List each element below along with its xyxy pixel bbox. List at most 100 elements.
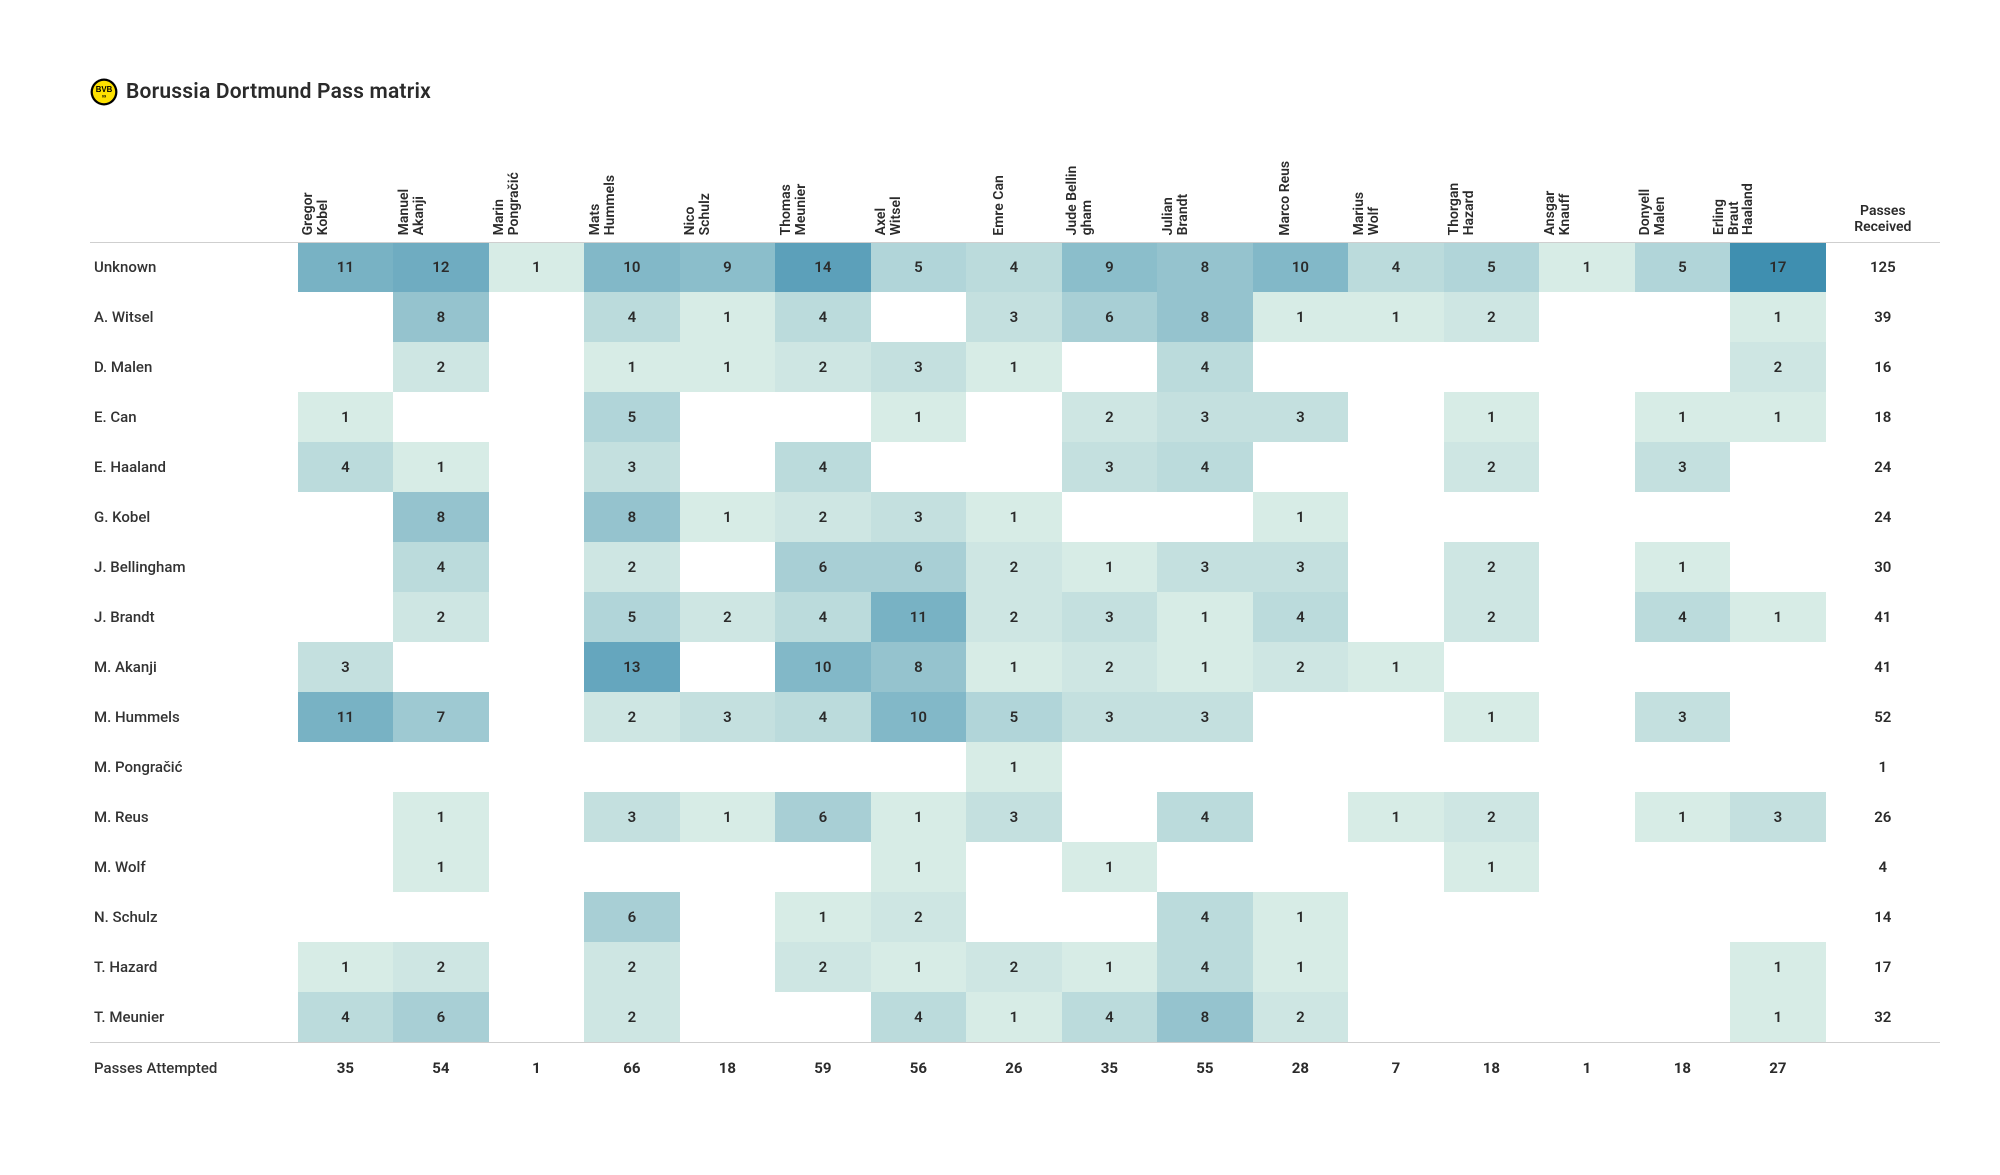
- heatmap-cell: 4: [775, 442, 871, 492]
- heatmap-cell: [489, 592, 585, 642]
- heatmap-cell: 1: [966, 992, 1062, 1042]
- heatmap-cell: [1539, 892, 1635, 942]
- heatmap-cell: 1: [1157, 592, 1253, 642]
- heatmap-cell: [298, 592, 394, 642]
- col-header-label: Gregor Kobel: [301, 136, 330, 236]
- heatmap-cell: [489, 542, 585, 592]
- table-row: N. Schulz6124114: [90, 892, 1940, 942]
- heatmap-cell: 7: [393, 692, 489, 742]
- heatmap-cell: 3: [1635, 692, 1731, 742]
- heatmap-cell: 11: [298, 692, 394, 742]
- heatmap-cell: [393, 392, 489, 442]
- heatmap-cell: [489, 942, 585, 992]
- heatmap-cell: 3: [298, 642, 394, 692]
- heatmap-cell: [1539, 392, 1635, 442]
- heatmap-cell: [1730, 542, 1826, 592]
- heatmap-cell: 1: [1253, 492, 1349, 542]
- heatmap-cell: 4: [1157, 892, 1253, 942]
- heatmap-cell: [298, 492, 394, 542]
- heatmap-cell: 1: [393, 442, 489, 492]
- heatmap-cell: 2: [393, 342, 489, 392]
- heatmap-cell: 8: [871, 642, 967, 692]
- heatmap-cell: 2: [393, 592, 489, 642]
- passes-attempted-value: 56: [871, 1042, 967, 1094]
- heatmap-cell: [489, 292, 585, 342]
- heatmap-cell: [1730, 742, 1826, 792]
- col-header-label: Marin Pongračić: [492, 136, 521, 236]
- passes-attempted-value: 1: [1539, 1042, 1635, 1094]
- heatmap-cell: 2: [1444, 542, 1540, 592]
- heatmap-cell: 4: [1157, 792, 1253, 842]
- heatmap-cell: 1: [298, 392, 394, 442]
- heatmap-cell: 1: [1730, 942, 1826, 992]
- heatmap-cell: 1: [393, 842, 489, 892]
- heatmap-cell: 8: [1157, 992, 1253, 1042]
- heatmap-cell: 6: [1062, 292, 1158, 342]
- passes-attempted-value: 18: [680, 1042, 776, 1094]
- table-row: M. Reus1316134121326: [90, 792, 1940, 842]
- heatmap-cell: 2: [966, 542, 1062, 592]
- col-header-label: Emre Can: [992, 136, 1007, 236]
- row-header: A. Witsel: [90, 292, 298, 342]
- heatmap-cell: [489, 442, 585, 492]
- col-header-label: Ansgar Knauff: [1543, 136, 1572, 236]
- heatmap-cell: 2: [1062, 642, 1158, 692]
- heatmap-cell: [775, 392, 871, 442]
- heatmap-cell: 1: [1444, 842, 1540, 892]
- heatmap-cell: [1539, 592, 1635, 642]
- heatmap-cell: 1: [1253, 942, 1349, 992]
- passes-attempted-value: 7: [1348, 1042, 1444, 1094]
- heatmap-cell: [871, 742, 967, 792]
- heatmap-cell: 1: [680, 342, 776, 392]
- table-row: M. Hummels117234105331352: [90, 692, 1940, 742]
- table-row: T. Hazard122212141117: [90, 942, 1940, 992]
- heatmap-cell: [1348, 592, 1444, 642]
- heatmap-cell: 2: [1253, 642, 1349, 692]
- heatmap-cell: 1: [1730, 392, 1826, 442]
- heatmap-cell: [1253, 442, 1349, 492]
- heatmap-cell: 1: [1730, 292, 1826, 342]
- heatmap-cell: 4: [1635, 592, 1731, 642]
- heatmap-cell: 1: [1539, 242, 1635, 292]
- passes-attempted-label: Passes Attempted: [90, 1042, 298, 1094]
- heatmap-cell: 10: [775, 642, 871, 692]
- col-header: Ansgar Knauff: [1539, 134, 1635, 242]
- heatmap-cell: [298, 742, 394, 792]
- heatmap-cell: 9: [1062, 242, 1158, 292]
- heatmap-cell: [680, 842, 776, 892]
- heatmap-cell: 2: [584, 942, 680, 992]
- heatmap-cell: 4: [1157, 942, 1253, 992]
- heatmap-cell: [489, 992, 585, 1042]
- heatmap-cell: [298, 792, 394, 842]
- heatmap-cell: [680, 892, 776, 942]
- heatmap-cell: 4: [966, 242, 1062, 292]
- passes-received-value: 41: [1826, 592, 1940, 642]
- heatmap-cell: 1: [1348, 642, 1444, 692]
- heatmap-cell: 1: [680, 492, 776, 542]
- heatmap-cell: 2: [871, 892, 967, 942]
- heatmap-cell: [680, 942, 776, 992]
- heatmap-cell: 2: [966, 592, 1062, 642]
- heatmap-cell: 6: [393, 992, 489, 1042]
- heatmap-cell: [1539, 942, 1635, 992]
- svg-text:BVB: BVB: [96, 85, 113, 94]
- heatmap-cell: [298, 842, 394, 892]
- col-header-label: Axel Witsel: [874, 136, 903, 236]
- heatmap-cell: 3: [1062, 442, 1158, 492]
- col-header: Thomas Meunier: [775, 134, 871, 242]
- heatmap-cell: [680, 392, 776, 442]
- heatmap-cell: 3: [1157, 392, 1253, 442]
- col-header: Manuel Akanji: [393, 134, 489, 242]
- heatmap-cell: 1: [871, 842, 967, 892]
- passes-attempted-value: 18: [1444, 1042, 1540, 1094]
- heatmap-cell: 11: [298, 242, 394, 292]
- heatmap-cell: [1062, 892, 1158, 942]
- row-header: M. Akanji: [90, 642, 298, 692]
- heatmap-cell: [775, 742, 871, 792]
- heatmap-cell: [298, 542, 394, 592]
- heatmap-cell: [966, 842, 1062, 892]
- row-header: N. Schulz: [90, 892, 298, 942]
- col-header: Marius Wolf: [1348, 134, 1444, 242]
- heatmap-cell: 2: [584, 692, 680, 742]
- bvb-logo-icon: BVB 09: [90, 78, 118, 106]
